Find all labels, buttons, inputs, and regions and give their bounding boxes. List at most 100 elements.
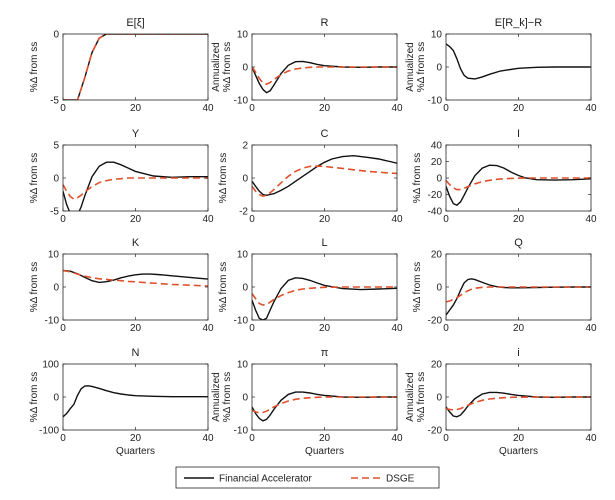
y-tick-label: -100 xyxy=(39,426,59,437)
x-tick-label: 40 xyxy=(585,103,597,114)
y-tick-label: 20 xyxy=(431,360,443,371)
series-line-dsge xyxy=(446,286,591,303)
axes-frame xyxy=(251,144,398,212)
y-tick-label: -10 xyxy=(234,96,249,107)
y-tick-label: 0 xyxy=(53,393,59,404)
x-tick-label: 20 xyxy=(513,433,525,444)
x-tick-label: 20 xyxy=(513,103,525,114)
y-axis-label: %Δ from ss xyxy=(218,262,229,313)
x-tick-label: 40 xyxy=(202,103,214,114)
panel-title: C xyxy=(321,128,329,140)
axes-frame xyxy=(62,253,209,321)
x-tick-label: 40 xyxy=(391,103,403,114)
panel-title: I xyxy=(517,128,520,140)
y-tick-label: 10 xyxy=(431,30,443,41)
x-tick-label: 40 xyxy=(585,214,597,225)
x-tick-label: 0 xyxy=(443,433,449,444)
series-line-financial-accelerator xyxy=(446,391,591,418)
x-tick-label: 0 xyxy=(249,214,255,225)
x-tick-label: 40 xyxy=(391,214,403,225)
series-line-dsge xyxy=(252,66,397,86)
y-tick-label: 20 xyxy=(431,250,443,261)
panel-title: Y xyxy=(132,128,140,140)
y-tick-label: -10 xyxy=(45,316,60,327)
y-axis-label: Annualized%Δ from ss xyxy=(211,42,233,93)
y-tick-label: 20 xyxy=(431,157,443,168)
y-tick-label: 10 xyxy=(48,250,60,261)
x-tick-label: 20 xyxy=(319,323,331,334)
legend-label-dsge: DSGE xyxy=(386,474,415,485)
y-tick-label: 100 xyxy=(42,360,59,371)
x-tick-label: 40 xyxy=(391,433,403,444)
y-tick-label: -10 xyxy=(428,96,443,107)
series-line-financial-accelerator xyxy=(446,43,591,80)
y-tick-label: 0 xyxy=(53,30,59,41)
panel-title: R xyxy=(321,17,329,29)
x-tick-label: 20 xyxy=(513,323,525,334)
series-line-financial-accelerator xyxy=(252,60,397,94)
panel-title: E[R_k]−R xyxy=(495,17,542,29)
y-tick-label: 10 xyxy=(237,30,249,41)
y-tick-label: -2 xyxy=(239,207,248,218)
x-tick-label: 0 xyxy=(60,323,66,334)
x-tick-label: 20 xyxy=(319,103,331,114)
y-axis-label: %Δ from ss xyxy=(29,262,40,313)
y-tick-label: 0 xyxy=(242,174,248,185)
x-tick-label: 0 xyxy=(443,214,449,225)
y-tick-label: -10 xyxy=(234,316,249,327)
x-tick-label: 40 xyxy=(391,323,403,334)
y-tick-label: 0 xyxy=(436,63,442,74)
panel-title: L xyxy=(321,237,327,249)
y-tick-label: -20 xyxy=(428,316,443,327)
x-axis-label: Quarters xyxy=(305,446,344,457)
x-tick-label: 20 xyxy=(130,433,142,444)
y-axis-label: %Δ from ss xyxy=(29,42,40,93)
x-tick-label: 20 xyxy=(513,214,525,225)
series-line-dsge xyxy=(63,34,208,100)
x-tick-label: 0 xyxy=(60,214,66,225)
x-tick-label: 20 xyxy=(130,214,142,225)
y-tick-label: -20 xyxy=(428,190,443,201)
y-tick-label: -20 xyxy=(428,426,443,437)
y-tick-label: -10 xyxy=(234,426,249,437)
y-tick-label: 0 xyxy=(242,63,248,74)
panel-1: 0 20 40-50E[ξ]%Δ from ss xyxy=(29,17,214,114)
y-tick-label: 0 xyxy=(53,174,59,185)
panel-title: N xyxy=(132,347,140,359)
y-tick-label: 0 xyxy=(242,283,248,294)
y-axis-label: %Δ from ss xyxy=(412,153,423,204)
series-line-financial-accelerator xyxy=(252,154,397,197)
x-tick-label: 40 xyxy=(585,433,597,444)
y-tick-label: 0 xyxy=(436,393,442,404)
x-axis-label: Quarters xyxy=(499,446,538,457)
panel-title: π xyxy=(321,347,329,359)
x-axis-label: Quarters xyxy=(116,446,155,457)
y-axis-label: Annualized%Δ from ss xyxy=(405,42,427,93)
y-axis-label: %Δ from ss xyxy=(412,262,423,313)
series-line-dsge xyxy=(252,286,397,306)
y-axis-label: %Δ from ss xyxy=(29,372,40,423)
panel-title: K xyxy=(132,237,140,249)
x-tick-label: 20 xyxy=(319,433,331,444)
series-line-dsge xyxy=(446,396,591,411)
y-axis-label: Annualized%Δ from ss xyxy=(211,372,233,423)
x-tick-label: 20 xyxy=(319,214,331,225)
series-line-dsge xyxy=(63,269,208,287)
x-tick-label: 0 xyxy=(60,103,66,114)
x-tick-label: 0 xyxy=(249,323,255,334)
y-tick-label: -5 xyxy=(50,207,59,218)
y-axis-label: %Δ from ss xyxy=(218,153,229,204)
series-line-financial-accelerator xyxy=(446,164,591,207)
series-line-dsge xyxy=(63,177,208,200)
x-tick-label: 40 xyxy=(585,323,597,334)
legend-label-financial-accelerator: Financial Accelerator xyxy=(219,474,312,485)
panel-6: 0 20 40 -40 -20 0 20 40 I %Δ from ss xyxy=(412,128,597,225)
panel-grid: 0 20 40-50E[ξ]%Δ from ss0 20 40-10010RAnnual… xyxy=(29,17,597,457)
x-tick-label: 0 xyxy=(60,433,66,444)
x-tick-label: 0 xyxy=(249,103,255,114)
panel-title: i xyxy=(517,347,519,359)
x-tick-label: 40 xyxy=(202,323,214,334)
